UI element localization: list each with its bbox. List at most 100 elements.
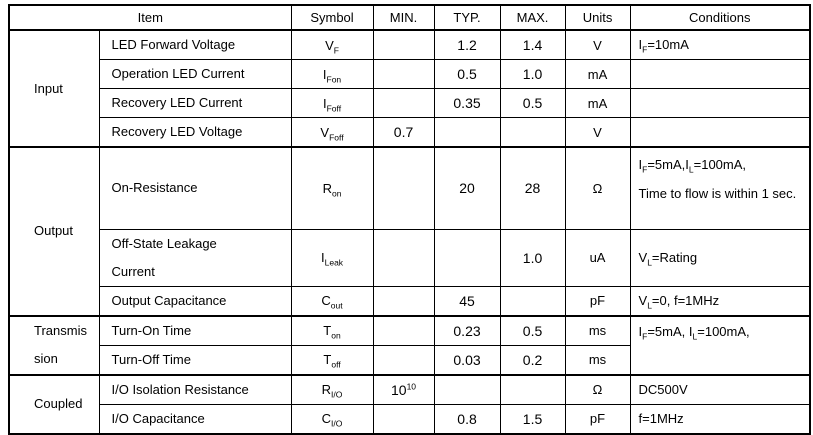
cell-max: 0.5	[499, 314, 566, 346]
cell-group-transmission: Transmis sion	[8, 314, 100, 375]
cell-symbol: RI/O	[290, 373, 374, 405]
table-row: Output On-Resistance Ron 20 28 Ω IF=5mA,…	[8, 146, 811, 316]
table-row: Operation LED Current IFon 0.5 1.0 mA	[9, 59, 811, 89]
cell-max	[499, 285, 566, 316]
cell-min	[372, 403, 435, 434]
cell-item: LED Forward Voltage	[98, 29, 292, 60]
cell-units: mA	[564, 88, 631, 118]
cell-min	[372, 344, 435, 375]
cell-item: On-Resistance	[98, 146, 292, 230]
cell-conditions: DC500V	[629, 373, 811, 405]
cell-max: 0.2	[499, 344, 566, 375]
cell-typ: 0.03	[433, 344, 501, 375]
cell-units: uA	[564, 228, 631, 287]
header-item: Item	[8, 4, 292, 31]
spec-table: Item Symbol MIN. TYP. MAX. Units Conditi…	[8, 4, 812, 435]
cell-conditions: IF=5mA, IL=100mA,	[629, 314, 811, 375]
cell-symbol: ILeak	[290, 228, 374, 287]
cell-units: ms	[564, 344, 631, 375]
cell-conditions: IF=10mA	[629, 29, 811, 60]
header-min: MIN.	[372, 4, 435, 31]
header-row: Item Symbol MIN. TYP. MAX. Units Conditi…	[8, 4, 811, 31]
cell-min	[372, 29, 435, 60]
cell-min: 0.7	[372, 117, 435, 148]
cell-conditions	[629, 59, 811, 89]
cell-min	[372, 228, 435, 287]
cell-min	[372, 88, 435, 118]
cell-min: 1010	[372, 373, 435, 405]
cell-conditions: VL=Rating	[629, 228, 811, 287]
cell-max: 0.5	[499, 88, 566, 118]
cell-symbol: VFoff	[290, 117, 374, 148]
cell-conditions: f=1MHz	[629, 403, 811, 434]
cell-typ: 20	[433, 146, 501, 230]
cell-group-coupled: Coupled	[8, 373, 100, 434]
cell-symbol: IFon	[290, 59, 374, 89]
table-row: Turn-Off Time Toff 0.03 0.2 ms	[9, 344, 810, 375]
cell-symbol: Cout	[290, 285, 374, 316]
cell-item: Recovery LED Current	[98, 88, 292, 118]
cell-units: Ω	[564, 146, 631, 230]
header-max: MAX.	[499, 4, 566, 31]
cell-conditions	[629, 88, 811, 118]
cell-max: 1.5	[499, 403, 566, 434]
cell-group-output: Output	[8, 146, 100, 316]
cell-max	[499, 117, 566, 148]
cell-symbol: Toff	[290, 344, 374, 375]
cell-group-input: Input	[8, 29, 100, 148]
cell-typ	[433, 117, 501, 148]
cell-symbol: Ton	[290, 314, 374, 346]
cell-units: Ω	[564, 373, 631, 405]
cell-units: ms	[564, 314, 631, 346]
cell-item: Turn-On Time	[98, 314, 292, 346]
cell-typ: 0.8	[433, 403, 501, 434]
cell-typ: 1.2	[433, 29, 501, 60]
cell-units: pF	[564, 403, 631, 434]
cell-units: pF	[564, 285, 631, 316]
cell-typ: 0.23	[433, 314, 501, 346]
cell-item: Recovery LED Voltage	[98, 117, 292, 148]
cell-max: 1.0	[499, 59, 566, 89]
cell-max: 1.0	[499, 228, 566, 287]
cell-item: Output Capacitance	[98, 285, 292, 316]
cell-typ: 0.35	[433, 88, 501, 118]
header-typ: TYP.	[433, 4, 501, 31]
cell-item: I/O Isolation Resistance	[98, 373, 292, 405]
header-units: Units	[564, 4, 631, 31]
cell-typ	[433, 228, 501, 287]
cell-symbol: CI/O	[290, 403, 374, 434]
cell-max: 28	[499, 146, 566, 230]
cell-conditions	[629, 117, 811, 148]
table-row: Recovery LED Voltage VFoff 0.7 V	[9, 117, 811, 148]
cell-item: I/O Capacitance	[98, 403, 292, 434]
table-row: Input LED Forward Voltage VF 1.2 1.4 V I…	[8, 29, 811, 148]
cell-symbol: Ron	[290, 146, 374, 230]
cell-typ	[433, 373, 501, 405]
cell-item: Operation LED Current	[98, 59, 292, 89]
cell-min	[372, 146, 435, 230]
table-row: I/O Capacitance CI/O 0.8 1.5 pF f=1MHz	[9, 403, 811, 434]
table-row: Transmis sion Turn-On Time Ton 0.23 0.5 m…	[8, 314, 811, 375]
cell-min	[372, 314, 435, 346]
table-row: Output Capacitance Cout 45 pF VL=0, f=1M…	[9, 285, 811, 316]
header-conditions: Conditions	[629, 4, 811, 31]
cell-units: V	[564, 117, 631, 148]
table-row: Off-State Leakage Current ILeak 1.0 uA VL…	[9, 228, 811, 287]
cell-conditions: IF=5mA,IL=100mA, Time to flow is within 1…	[629, 146, 811, 230]
cell-typ: 45	[433, 285, 501, 316]
cell-units: V	[564, 29, 631, 60]
cell-conditions: VL=0, f=1MHz	[629, 285, 811, 316]
cell-min	[372, 285, 435, 316]
cell-symbol: VF	[290, 29, 374, 60]
cell-symbol: IFoff	[290, 88, 374, 118]
cell-min	[372, 59, 435, 89]
table-row: Coupled I/O Isolation Resistance RI/O 10…	[8, 373, 811, 434]
cell-max	[499, 373, 566, 405]
cell-units: mA	[564, 59, 631, 89]
cell-item: Turn-Off Time	[98, 344, 292, 375]
cell-item: Off-State Leakage Current	[98, 228, 292, 287]
cell-max: 1.4	[499, 29, 566, 60]
cell-typ: 0.5	[433, 59, 501, 89]
table-row: Recovery LED Current IFoff 0.35 0.5 mA	[9, 88, 811, 118]
header-symbol: Symbol	[290, 4, 374, 31]
